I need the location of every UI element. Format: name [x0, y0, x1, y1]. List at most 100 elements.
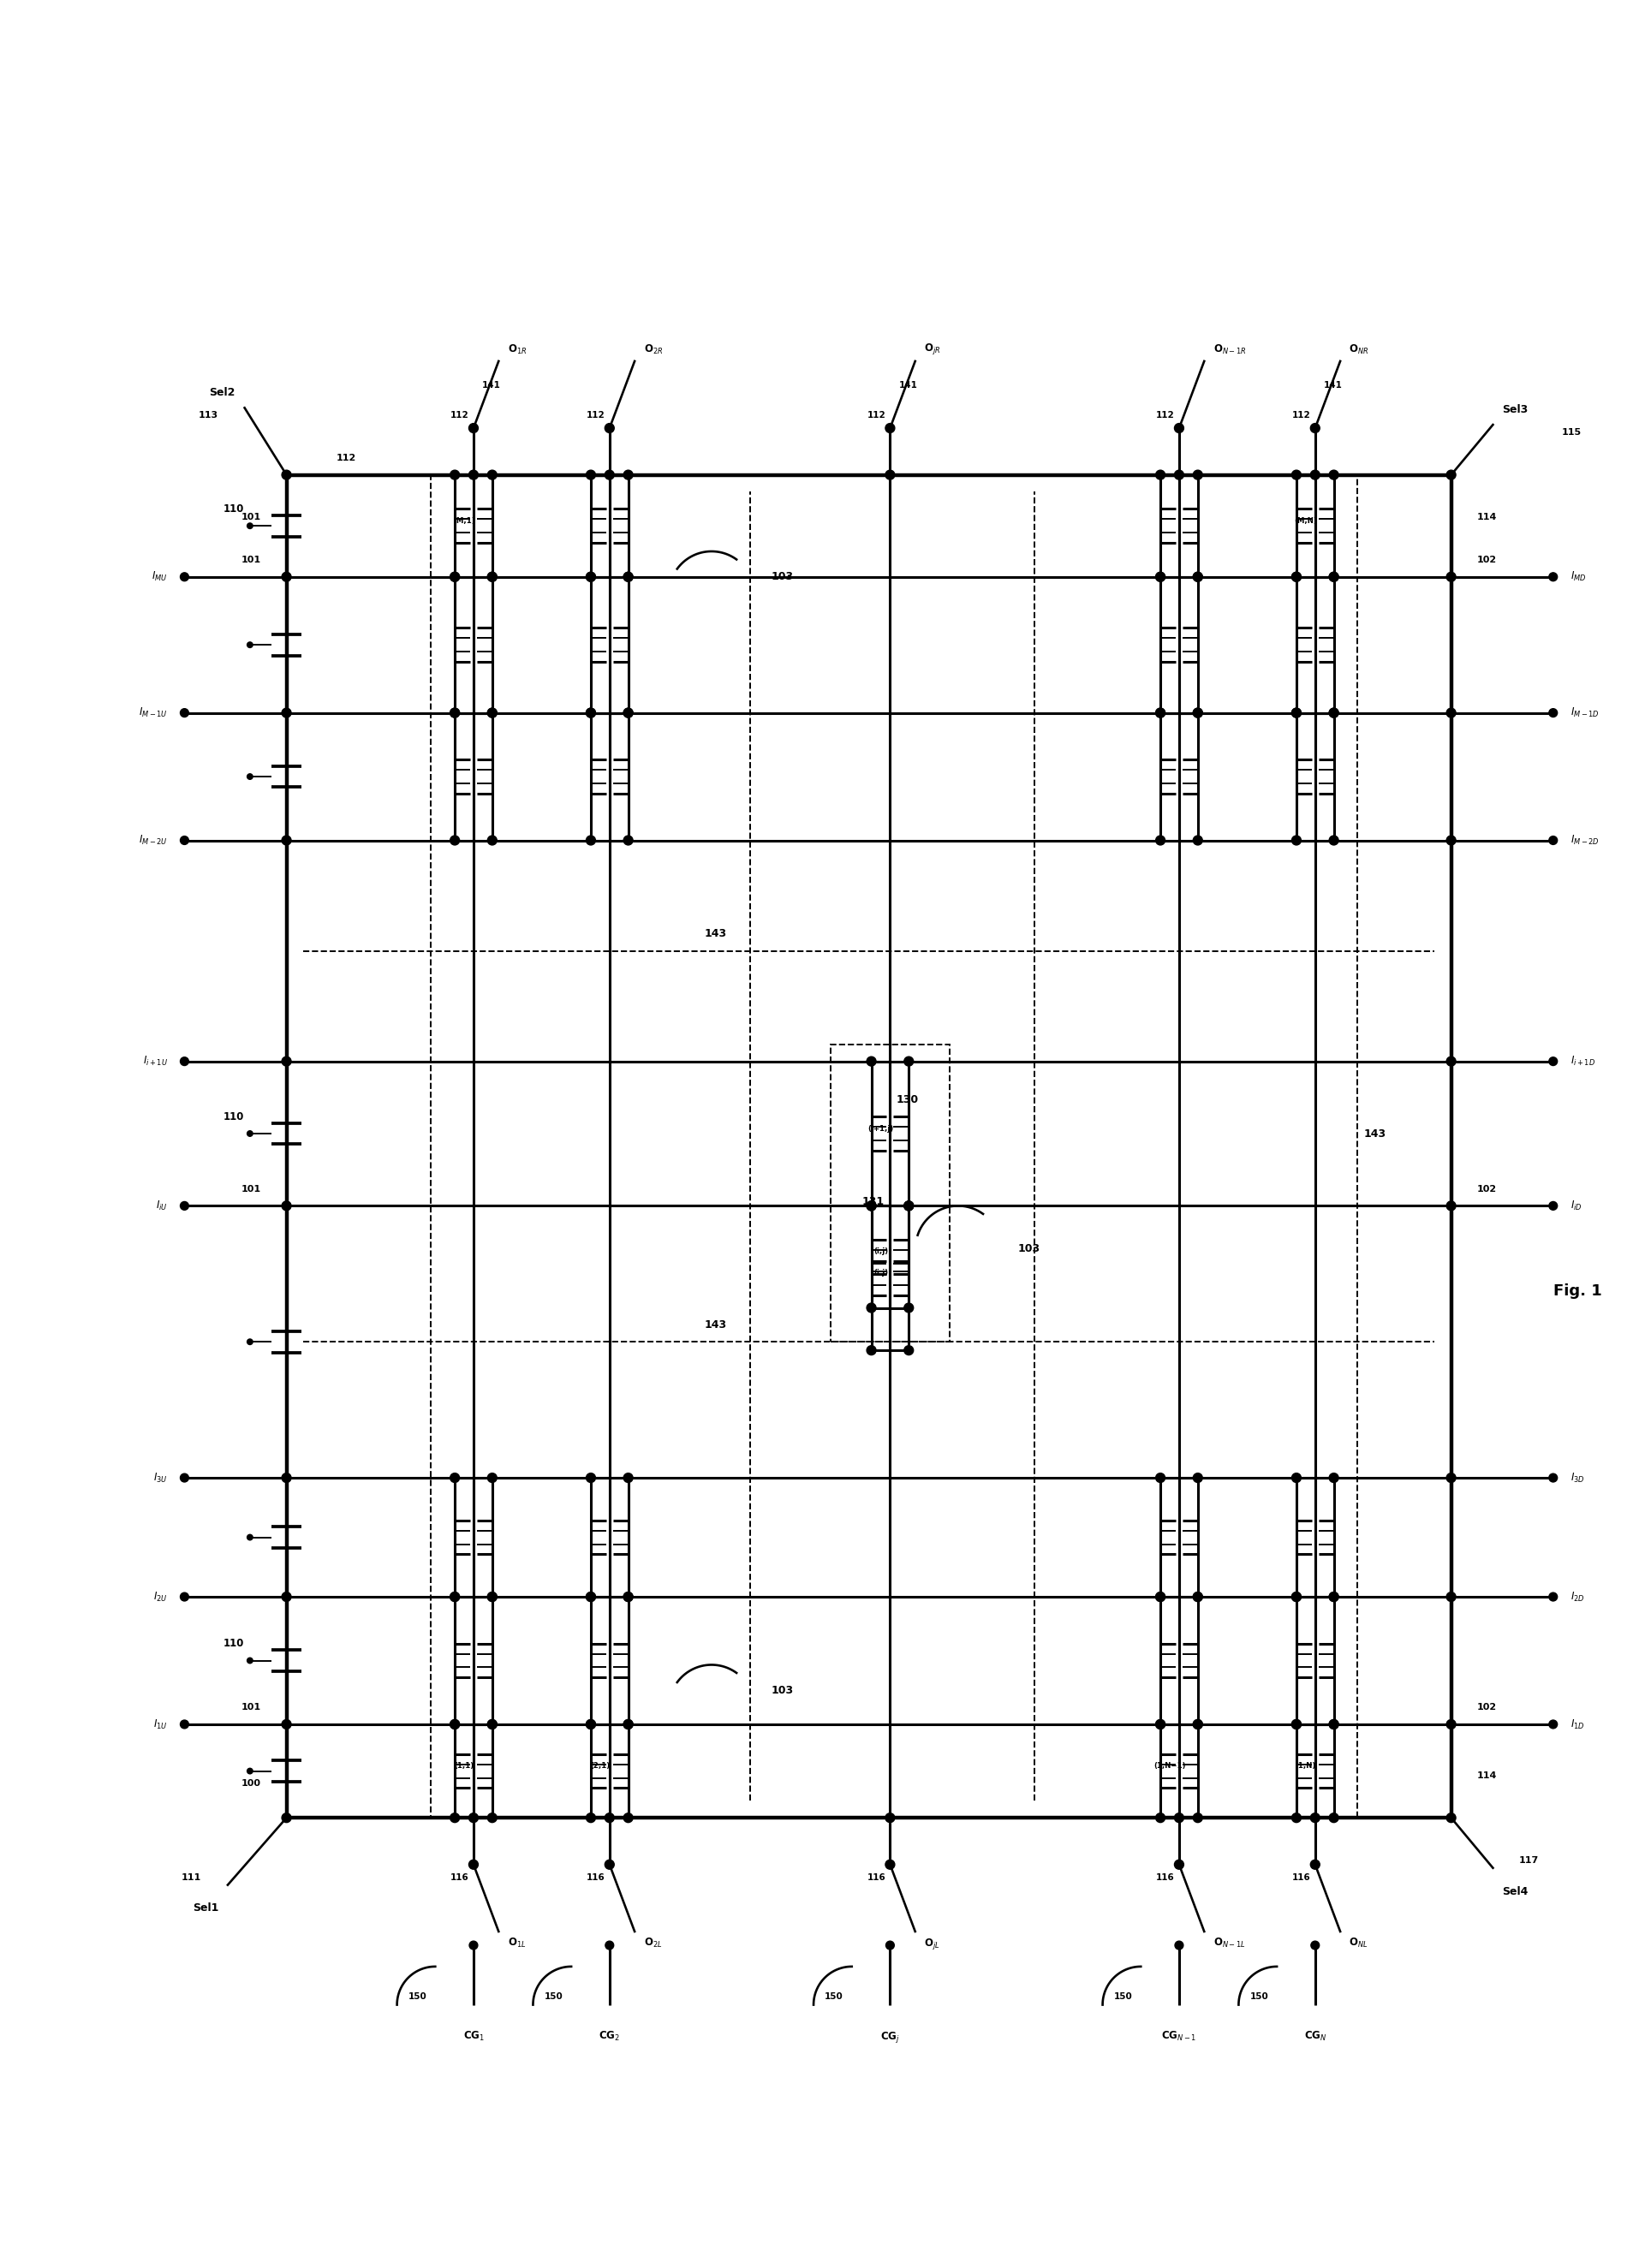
Text: $I_{3D}$: $I_{3D}$ — [1569, 1472, 1583, 1483]
Circle shape — [1292, 835, 1300, 846]
Circle shape — [1193, 835, 1201, 846]
Text: 130: 130 — [895, 1093, 918, 1105]
Circle shape — [1155, 572, 1164, 581]
Circle shape — [1155, 469, 1164, 479]
Text: Fig. 1: Fig. 1 — [1552, 1284, 1601, 1300]
Circle shape — [585, 572, 595, 581]
Circle shape — [1549, 1057, 1557, 1066]
Circle shape — [1193, 1474, 1201, 1483]
Circle shape — [1446, 708, 1455, 717]
Circle shape — [247, 1132, 252, 1136]
Text: 131: 131 — [862, 1195, 883, 1207]
Text: CG$_N$: CG$_N$ — [1303, 2030, 1326, 2043]
Circle shape — [1292, 1474, 1300, 1483]
Circle shape — [1174, 424, 1183, 433]
Circle shape — [1549, 837, 1557, 844]
Text: (1,N−1): (1,N−1) — [1154, 1762, 1185, 1769]
Text: 117: 117 — [1518, 1855, 1539, 1864]
Text: 110: 110 — [223, 1637, 244, 1649]
Text: 110: 110 — [223, 1111, 244, 1123]
Circle shape — [282, 1202, 292, 1211]
Text: (i+1,j): (i+1,j) — [867, 1125, 893, 1132]
Text: (M,N): (M,N) — [1293, 517, 1316, 524]
Circle shape — [623, 708, 633, 717]
Circle shape — [469, 1941, 477, 1950]
Circle shape — [1292, 1812, 1300, 1823]
Circle shape — [1329, 708, 1337, 717]
Circle shape — [449, 1812, 459, 1823]
Circle shape — [449, 708, 459, 717]
Circle shape — [903, 1202, 913, 1211]
Circle shape — [1292, 708, 1300, 717]
Circle shape — [1292, 572, 1300, 581]
Circle shape — [1193, 1592, 1201, 1601]
Text: 101: 101 — [241, 1184, 261, 1193]
Text: 116: 116 — [1292, 1873, 1310, 1882]
Circle shape — [1193, 469, 1201, 479]
Text: 112: 112 — [867, 411, 885, 420]
Circle shape — [867, 1202, 875, 1211]
Circle shape — [1329, 1592, 1337, 1601]
Circle shape — [867, 1345, 875, 1354]
Circle shape — [1292, 1592, 1300, 1601]
Text: 116: 116 — [451, 1873, 469, 1882]
Text: O$_{2R}$: O$_{2R}$ — [642, 342, 662, 356]
Circle shape — [1446, 835, 1455, 846]
Text: $I_{M-2U}$: $I_{M-2U}$ — [138, 835, 167, 846]
Circle shape — [469, 1860, 479, 1869]
Circle shape — [282, 572, 292, 581]
Text: 101: 101 — [241, 556, 261, 565]
Circle shape — [282, 1592, 292, 1601]
Text: 150: 150 — [824, 1991, 842, 2000]
Circle shape — [903, 1304, 913, 1313]
Text: 112: 112 — [587, 411, 605, 420]
Circle shape — [449, 1719, 459, 1728]
Text: $I_{MU}$: $I_{MU}$ — [151, 569, 167, 583]
Circle shape — [1329, 835, 1337, 846]
Text: O$_{2L}$: O$_{2L}$ — [642, 1937, 662, 1950]
Circle shape — [282, 1474, 292, 1483]
Circle shape — [867, 1304, 875, 1313]
Circle shape — [1155, 572, 1164, 581]
Circle shape — [605, 1812, 615, 1823]
Circle shape — [469, 424, 479, 433]
Circle shape — [487, 1719, 497, 1728]
Text: 103: 103 — [770, 1685, 793, 1696]
Circle shape — [903, 1202, 913, 1211]
Circle shape — [487, 1592, 497, 1601]
Text: 101: 101 — [241, 1703, 261, 1712]
Circle shape — [585, 1719, 595, 1728]
Circle shape — [180, 572, 188, 581]
Circle shape — [449, 1592, 459, 1601]
Circle shape — [585, 708, 595, 717]
Circle shape — [282, 469, 292, 479]
Text: O$_{jR}$: O$_{jR}$ — [924, 340, 941, 356]
Circle shape — [180, 1592, 188, 1601]
Circle shape — [1193, 1719, 1201, 1728]
Text: 143: 143 — [705, 928, 726, 939]
Text: O$_{NR}$: O$_{NR}$ — [1349, 342, 1369, 356]
Circle shape — [885, 1812, 895, 1823]
Circle shape — [487, 1719, 497, 1728]
Text: 111: 111 — [182, 1873, 202, 1882]
Circle shape — [1549, 708, 1557, 717]
Text: (1,N): (1,N) — [1295, 1762, 1316, 1769]
Text: 150: 150 — [408, 1991, 426, 2000]
Circle shape — [1549, 1592, 1557, 1601]
Circle shape — [180, 1202, 188, 1211]
Circle shape — [1292, 1719, 1300, 1728]
Text: 112: 112 — [1155, 411, 1174, 420]
Circle shape — [247, 1338, 252, 1345]
Text: 102: 102 — [1475, 1184, 1496, 1193]
Circle shape — [605, 1860, 615, 1869]
Circle shape — [1310, 424, 1319, 433]
Circle shape — [903, 1202, 913, 1211]
Circle shape — [1174, 1812, 1183, 1823]
Circle shape — [585, 1474, 595, 1483]
Circle shape — [623, 1719, 633, 1728]
Circle shape — [1292, 572, 1300, 581]
Text: 102: 102 — [1475, 1703, 1496, 1712]
Circle shape — [623, 1592, 633, 1601]
Circle shape — [1446, 1057, 1455, 1066]
Circle shape — [585, 708, 595, 717]
